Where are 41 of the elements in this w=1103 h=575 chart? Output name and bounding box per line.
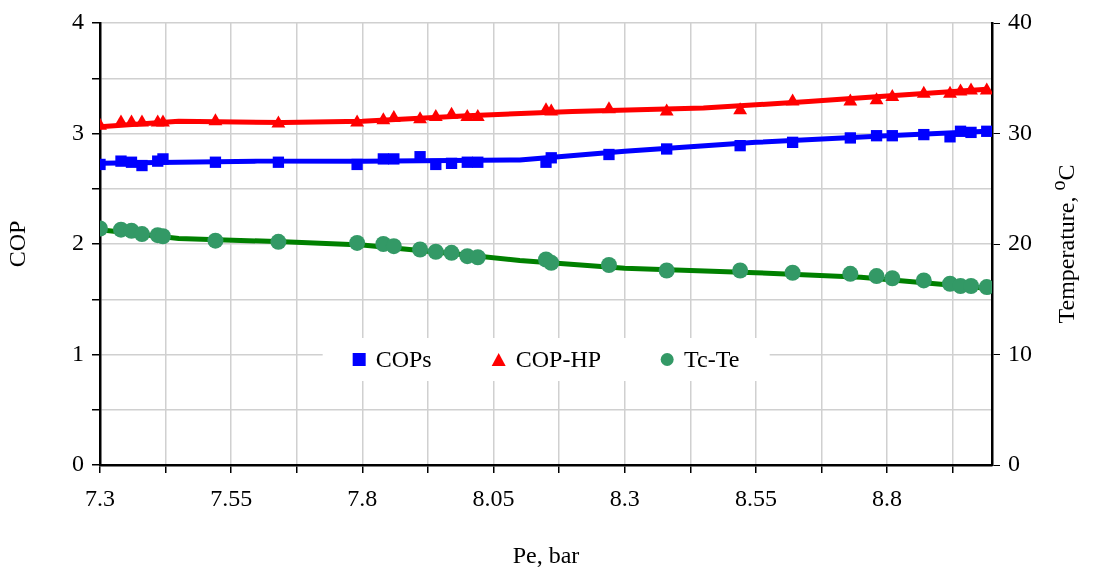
legend-label: COPs: [374, 346, 432, 373]
point: [732, 262, 749, 279]
point: [349, 234, 366, 251]
point: [600, 257, 617, 273]
point: [133, 226, 150, 243]
point: [784, 264, 801, 281]
point: [412, 241, 429, 258]
y2-tick-label: 30: [1008, 118, 1032, 145]
point: [658, 262, 675, 279]
point: [270, 233, 287, 250]
y-tick-label: 1: [72, 339, 84, 366]
y2-tick-label: 0: [1008, 450, 1020, 477]
y-tick-label: 0: [72, 450, 84, 477]
x-tick-label: 7.3: [85, 484, 115, 511]
x-tick-label: 8.8: [872, 484, 903, 511]
y-tick-label: 4: [72, 8, 84, 35]
point: [884, 270, 901, 287]
legend-label: COP-HP: [514, 346, 602, 373]
x-tick-label: 7.55: [210, 484, 253, 511]
point: [868, 268, 885, 285]
point: [963, 277, 980, 294]
legend-label: Tc-Te: [683, 346, 740, 373]
point: [915, 272, 932, 289]
point: [842, 265, 859, 282]
point: [427, 243, 444, 260]
point: [543, 254, 560, 271]
x-tick-label: 8.3: [609, 484, 640, 511]
x-tick-label: 7.8: [347, 484, 378, 511]
point: [207, 232, 224, 249]
y2-tick-label: 20: [1008, 229, 1032, 256]
point: [469, 249, 486, 266]
x-axis-title: Pe, bar: [512, 541, 580, 568]
x-tick-label: 8.55: [734, 484, 777, 511]
x-tick-label: 8.05: [472, 484, 515, 511]
point: [443, 244, 460, 261]
y2-tick-label: 10: [1008, 339, 1032, 366]
y2-tick-label: 40: [1008, 8, 1032, 35]
y-tick-label: 2: [72, 229, 84, 256]
y-axis-title: COP: [3, 220, 30, 268]
y-tick-label: 3: [72, 118, 84, 145]
point: [385, 238, 402, 255]
